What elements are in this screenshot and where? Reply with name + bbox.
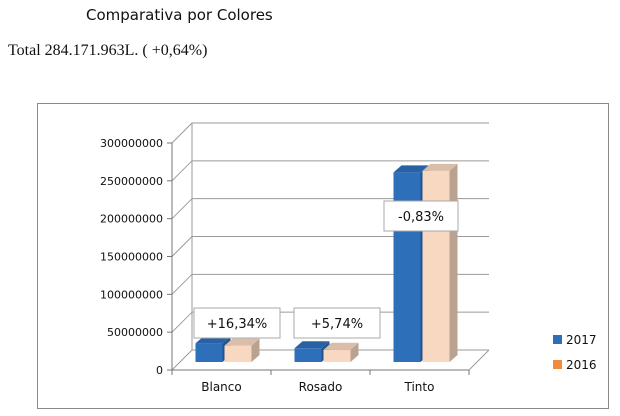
y-tick-label: 300000000 (100, 137, 163, 150)
gridline-diagonal (171, 311, 193, 333)
gridline-diagonal (171, 236, 193, 257)
bar-front (224, 345, 252, 362)
total-summary: Total 284.171.963L. ( +0,64%) (8, 42, 208, 59)
legend: 2017 2016 (553, 333, 597, 372)
gridline-diagonal (171, 273, 193, 295)
y-tick-label: 250000000 (100, 175, 163, 188)
x-category-label: Tinto (404, 380, 435, 394)
bar-front (323, 349, 351, 362)
annotation-text: -0,83% (398, 210, 444, 225)
gridline-diagonal (171, 349, 193, 371)
y-tick-label: 200000000 (100, 213, 163, 226)
bar-2016 (422, 163, 458, 362)
x-category-label: Rosado (299, 380, 343, 394)
bar-2016 (323, 342, 359, 362)
axes: 0 50000000 100000000 150000000 200000000 2500… (100, 123, 490, 394)
legend-swatch (553, 335, 562, 344)
bar-side (251, 338, 260, 362)
x-category-label: Blanco (201, 380, 241, 394)
bar-2016 (224, 338, 260, 362)
legend-item: 2017 (553, 333, 597, 347)
bar-front (422, 170, 450, 362)
bar-front (195, 343, 223, 362)
legend-swatch (553, 360, 562, 369)
gridline-diagonal (171, 198, 193, 220)
percent-change-label: +5,74% (293, 307, 381, 339)
legend-item: 2016 (553, 358, 597, 372)
annotation-box (193, 307, 281, 339)
bar-top (323, 342, 359, 350)
annotation-box (293, 307, 381, 339)
page-title: Comparativa por Colores (86, 6, 273, 24)
annotation-box (383, 200, 459, 232)
bar-top (422, 163, 458, 171)
bar-side (350, 342, 359, 362)
y-tick-label: 100000000 (100, 288, 163, 301)
bar-front (294, 348, 322, 362)
annotation-text: +16,34% (207, 317, 267, 332)
y-tick-label: 150000000 (100, 251, 163, 264)
legend-label: 2017 (566, 333, 597, 347)
percent-change-label: -0,83% (383, 200, 459, 232)
bar-top (294, 341, 330, 349)
y-tick-label: 0 (156, 364, 163, 377)
chart-frame (37, 103, 609, 409)
bar-top (224, 338, 260, 346)
gridline-diagonal (171, 122, 193, 144)
legend-label: 2016 (566, 358, 597, 372)
bar-top (393, 165, 429, 173)
floor-edge (468, 349, 490, 371)
annotation-text: +5,74% (311, 317, 363, 332)
bar-side (449, 163, 458, 362)
percent-change-label: +16,34% (193, 307, 281, 339)
gridline-diagonal (171, 160, 193, 182)
annotations: +16,34% +5,74% -0,83% (193, 200, 459, 339)
y-tick-label: 50000000 (107, 326, 163, 339)
